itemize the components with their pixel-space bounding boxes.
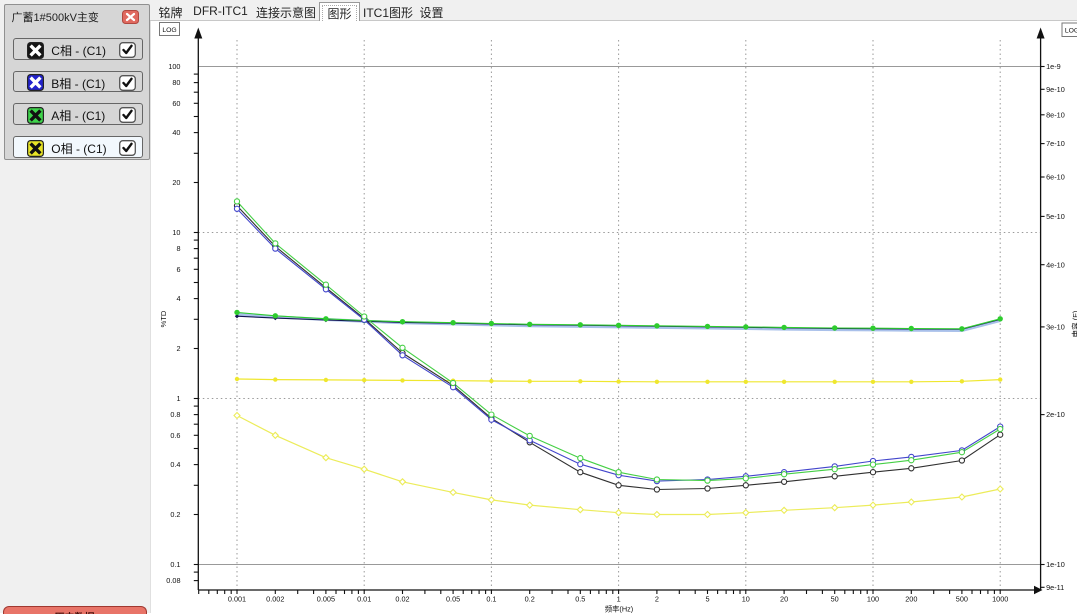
svg-text:40: 40 — [172, 128, 180, 137]
svg-text:8e-10: 8e-10 — [1046, 110, 1065, 119]
svg-text:4: 4 — [176, 294, 180, 303]
svg-text:0.6: 0.6 — [170, 431, 180, 440]
svg-text:2e-10: 2e-10 — [1046, 410, 1065, 419]
svg-text:100: 100 — [867, 595, 879, 604]
svg-text:1: 1 — [176, 394, 180, 403]
svg-text:9e-10: 9e-10 — [1046, 85, 1065, 94]
svg-text:2: 2 — [176, 344, 180, 353]
svg-text:1000: 1000 — [992, 595, 1008, 604]
svg-text:0.02: 0.02 — [395, 595, 409, 604]
svg-text:2: 2 — [655, 595, 659, 604]
svg-text:0.08: 0.08 — [166, 576, 180, 585]
svg-text:9e-11: 9e-11 — [1046, 583, 1064, 592]
svg-text:0.1: 0.1 — [170, 560, 180, 569]
svg-text:电容 (F): 电容 (F) — [1070, 310, 1077, 337]
svg-text:6e-10: 6e-10 — [1046, 173, 1065, 182]
svg-text:4e-10: 4e-10 — [1046, 260, 1065, 269]
svg-text:LOG: LOG — [162, 27, 176, 34]
svg-text:200: 200 — [905, 595, 917, 604]
svg-text:0.8: 0.8 — [170, 410, 180, 419]
svg-text:500: 500 — [956, 595, 968, 604]
svg-text:0.002: 0.002 — [266, 595, 284, 604]
svg-text:7e-10: 7e-10 — [1046, 139, 1065, 148]
svg-text:频率(Hz): 频率(Hz) — [605, 605, 633, 614]
svg-text:0.1: 0.1 — [486, 595, 496, 604]
svg-text:3e-10: 3e-10 — [1046, 323, 1065, 332]
svg-text:0.05: 0.05 — [446, 595, 460, 604]
svg-text:20: 20 — [780, 595, 788, 604]
svg-text:0.01: 0.01 — [357, 595, 371, 604]
svg-text:0.005: 0.005 — [317, 595, 335, 604]
svg-text:0.4: 0.4 — [170, 460, 180, 469]
svg-text:%TD: %TD — [159, 310, 168, 327]
svg-text:8: 8 — [176, 244, 180, 253]
svg-text:10: 10 — [172, 228, 180, 237]
svg-text:60: 60 — [172, 99, 180, 108]
svg-text:0.2: 0.2 — [170, 510, 180, 519]
svg-text:50: 50 — [831, 595, 839, 604]
svg-text:80: 80 — [172, 78, 180, 87]
svg-text:1e-9: 1e-9 — [1046, 62, 1061, 71]
svg-text:1: 1 — [617, 595, 621, 604]
svg-text:1e-10: 1e-10 — [1046, 560, 1065, 569]
svg-text:LOG: LOG — [1065, 28, 1077, 35]
svg-text:5: 5 — [705, 595, 709, 604]
svg-text:5e-10: 5e-10 — [1046, 212, 1065, 221]
svg-text:0.001: 0.001 — [228, 595, 246, 604]
svg-text:20: 20 — [172, 178, 180, 187]
svg-text:0.5: 0.5 — [575, 595, 585, 604]
svg-text:6: 6 — [176, 265, 180, 274]
svg-text:0.2: 0.2 — [525, 595, 535, 604]
svg-text:100: 100 — [168, 62, 180, 71]
svg-text:10: 10 — [742, 595, 750, 604]
